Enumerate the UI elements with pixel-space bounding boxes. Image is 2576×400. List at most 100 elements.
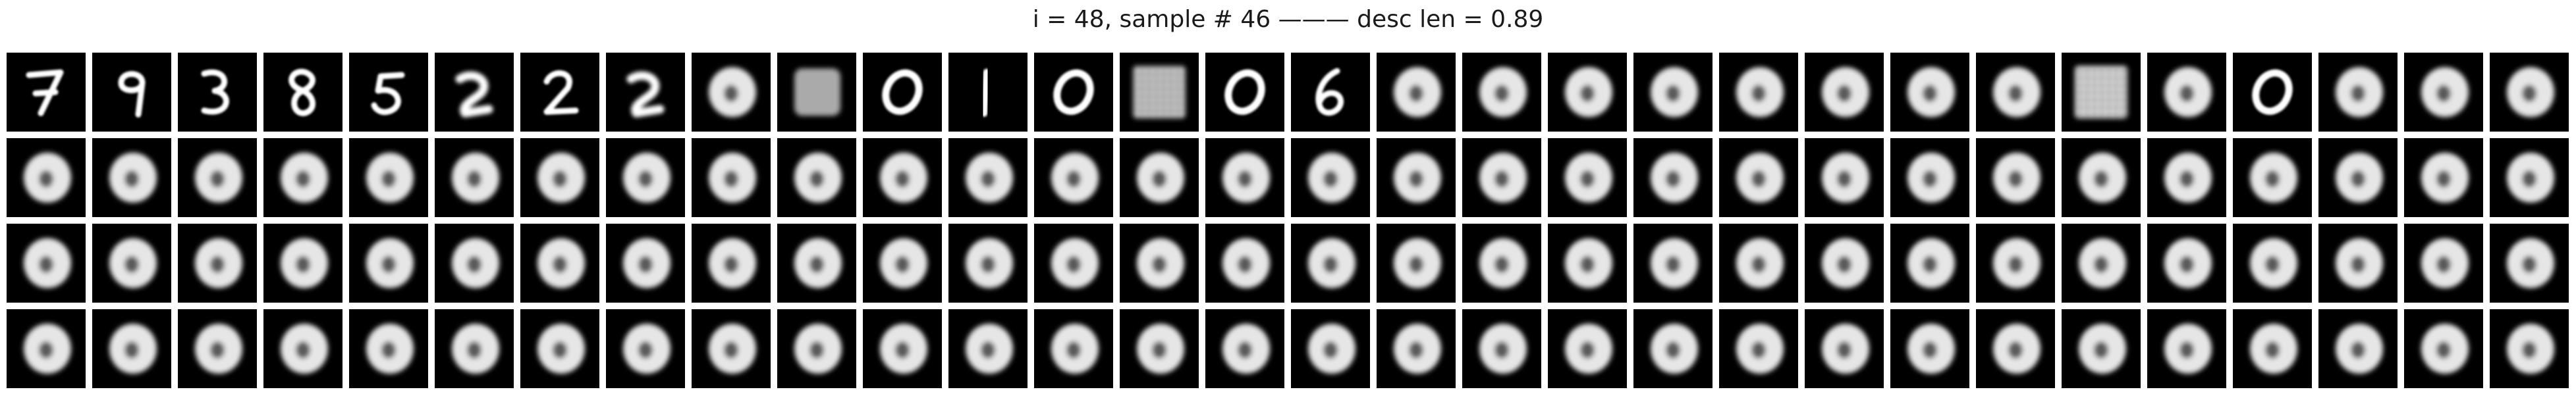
sample-image <box>1651 238 1698 288</box>
sample-image <box>1479 153 1527 203</box>
sample-panel <box>1890 224 1969 303</box>
sample-panel <box>1034 309 1113 388</box>
sample-image <box>2421 238 2469 288</box>
sample-image <box>623 238 671 288</box>
sample-panel <box>2233 309 2312 388</box>
sample-panel <box>1034 224 1113 303</box>
sample-image <box>1907 238 1955 288</box>
sample-image <box>109 324 157 374</box>
sample-panel <box>2233 224 2312 303</box>
sample-image <box>1822 67 1869 117</box>
sample-panel <box>948 224 1028 303</box>
sample-panel <box>1291 53 1370 132</box>
sample-image <box>2336 153 2383 203</box>
sample-image <box>24 153 71 203</box>
sample-image <box>1993 324 2041 374</box>
sample-image <box>966 324 1013 374</box>
sample-image <box>1133 66 1186 118</box>
sample-panel <box>1462 309 1541 388</box>
sample-image <box>2250 153 2297 203</box>
sample-image <box>966 238 1013 288</box>
sample-image <box>2164 238 2212 288</box>
sample-panel <box>1291 224 1370 303</box>
sample-image <box>2252 69 2293 115</box>
sample-panel <box>948 138 1028 217</box>
sample-image <box>882 69 923 115</box>
sample-image <box>794 324 842 374</box>
sample-panel <box>263 138 343 217</box>
sample-image <box>366 153 414 203</box>
sample-image <box>1651 67 1698 117</box>
sample-panel <box>1548 224 1627 303</box>
sample-panel <box>1805 224 1884 303</box>
sample-image <box>452 153 499 203</box>
sample-panel <box>263 309 343 388</box>
sample-panel <box>1120 309 1199 388</box>
sample-panel <box>1205 309 1284 388</box>
sample-panel <box>1719 138 1798 217</box>
sample-image <box>2507 238 2554 288</box>
sample-panel <box>7 138 86 217</box>
sample-image <box>1051 238 1099 288</box>
sample-panel <box>1377 224 1456 303</box>
sample-panel <box>1462 224 1541 303</box>
sample-image <box>1394 67 1441 117</box>
sample-image <box>709 153 756 203</box>
sample-image <box>2421 324 2469 374</box>
sample-image <box>1565 67 1612 117</box>
sample-image <box>1736 67 1784 117</box>
sample-panel <box>1976 53 2055 132</box>
sample-panel <box>7 309 86 388</box>
sample-image <box>880 324 927 374</box>
sample-image <box>1479 324 1527 374</box>
sample-panel <box>520 53 599 132</box>
sample-panel <box>1377 53 1456 132</box>
sample-panel <box>1205 224 1284 303</box>
sample-image <box>371 72 405 115</box>
sample-image <box>1394 238 1441 288</box>
sample-image <box>709 67 756 117</box>
sample-panel <box>2404 224 2483 303</box>
sample-image <box>288 68 315 116</box>
sample-panel <box>863 309 942 388</box>
sample-panel <box>2490 138 2569 217</box>
sample-image <box>455 71 493 118</box>
sample-panel <box>1205 138 1284 217</box>
sample-panel <box>1377 138 1456 217</box>
sample-image <box>2507 67 2554 117</box>
sample-panel <box>2318 138 2398 217</box>
sample-panel <box>92 138 171 217</box>
sample-panel <box>606 53 685 132</box>
sample-panel <box>7 224 86 303</box>
sample-image <box>1224 69 1265 115</box>
sample-image <box>26 69 64 116</box>
sample-panel <box>1890 53 1969 132</box>
sample-image <box>1394 324 1441 374</box>
sample-panel <box>435 53 514 132</box>
sample-image <box>2079 238 2126 288</box>
sample-image <box>2336 324 2383 374</box>
sample-panel <box>2062 53 2141 132</box>
sample-image <box>1137 324 1184 374</box>
sample-panel <box>1805 138 1884 217</box>
sample-image <box>452 238 499 288</box>
sample-panel <box>1719 309 1798 388</box>
sample-image <box>623 324 671 374</box>
sample-panel <box>349 309 428 388</box>
sample-image <box>1565 153 1612 203</box>
sample-image <box>537 238 585 288</box>
sample-image <box>195 324 242 374</box>
sample-panel <box>1805 309 1884 388</box>
sample-panel <box>1462 53 1541 132</box>
sample-image <box>1137 153 1184 203</box>
sample-image <box>109 153 157 203</box>
sample-panel <box>2062 309 2141 388</box>
sample-image <box>281 324 328 374</box>
sample-image <box>2164 324 2212 374</box>
sample-image <box>366 238 414 288</box>
sample-image <box>2336 238 2383 288</box>
sample-image <box>1822 153 1869 203</box>
sample-panel <box>1291 309 1370 388</box>
sample-image <box>980 68 991 117</box>
sample-panel <box>1719 224 1798 303</box>
